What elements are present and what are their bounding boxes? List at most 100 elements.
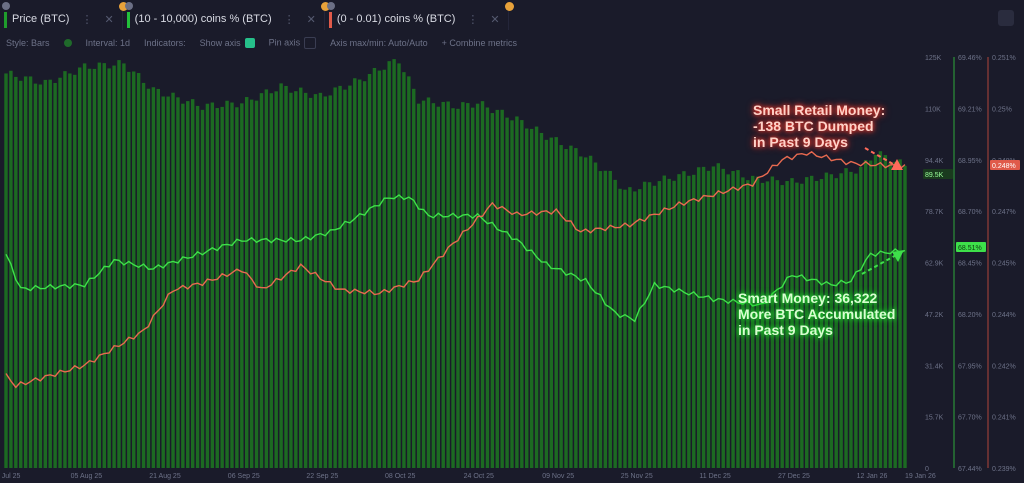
pin-axis-toggle[interactable]: Pin axis	[269, 37, 317, 49]
tab-large-holders[interactable]: (10 - 10,000) coins % (BTC) ⋮ ✕	[123, 2, 330, 30]
price-current-badge-text: 89.5K	[925, 172, 944, 179]
annotation-line: Smart Money: 36,322	[738, 290, 878, 306]
large-holders-current-badge	[956, 242, 986, 252]
y-tick-label: 0.239%	[992, 466, 1016, 473]
y-tick-label: 68.95%	[958, 158, 982, 165]
price-bar	[549, 137, 554, 468]
price-bar	[539, 132, 544, 468]
price-bar	[117, 60, 121, 469]
more-icon[interactable]: ⋮	[467, 13, 479, 26]
price-bar	[696, 167, 701, 468]
combine-metrics-button[interactable]: + Combine metrics	[441, 38, 517, 48]
style-dropdown[interactable]: Style: Bars	[6, 38, 50, 48]
price-bar	[33, 83, 38, 468]
price-bar	[308, 97, 313, 468]
price-bar	[112, 65, 116, 468]
price-bar	[387, 61, 391, 468]
retail-annotation: Small Retail Money: -138 BTC Dumped in Pas…	[753, 102, 885, 150]
price-bar	[805, 177, 809, 468]
interval-dropdown[interactable]: Interval: 1d	[85, 38, 131, 48]
lock-icon	[326, 2, 335, 10]
price-bar	[608, 170, 612, 468]
price-bar	[534, 126, 539, 469]
price-bar	[225, 100, 229, 468]
close-icon[interactable]: ✕	[306, 13, 316, 26]
annotation-line: -138 BTC Dumped	[753, 118, 874, 134]
bitcoin-icon	[118, 2, 128, 11]
show-axis-toggle[interactable]: Show axis	[200, 38, 255, 49]
series-color-swatch	[328, 12, 332, 28]
price-bar	[731, 171, 735, 468]
price-bar	[161, 96, 165, 469]
price-bar	[770, 176, 775, 468]
price-bar	[19, 80, 23, 468]
price-bar	[68, 73, 72, 468]
tab-price[interactable]: Price (BTC) ⋮ ✕	[0, 2, 128, 30]
price-bar	[706, 170, 711, 469]
price-bar	[82, 63, 87, 468]
price-bar	[348, 85, 352, 468]
y-tick-label: 125K	[925, 55, 942, 62]
y-tick-label: 67.70%	[958, 415, 982, 422]
settings-button[interactable]	[998, 10, 1014, 26]
close-icon[interactable]: ✕	[490, 13, 500, 26]
price-bar	[701, 166, 706, 468]
price-bar	[136, 73, 141, 468]
y-tick-label: 67.44%	[958, 466, 982, 473]
price-bar	[505, 117, 509, 469]
axis-maxmin-dropdown[interactable]: Axis max/min: Auto/Auto	[330, 38, 428, 48]
price-bar	[289, 92, 293, 469]
price-bar	[775, 180, 779, 468]
retail-arrow-head	[891, 159, 903, 170]
metric-tabs: Price (BTC) ⋮ ✕ (10 - 10,000) coins % (BTC…	[0, 2, 514, 30]
price-bar	[397, 63, 401, 468]
price-bar	[264, 89, 269, 468]
price-bar	[760, 182, 765, 469]
price-bar	[495, 109, 499, 468]
price-bar	[357, 79, 362, 468]
price-bar	[598, 171, 603, 468]
price-bar	[362, 81, 367, 469]
annotation-line: Small Retail Money:	[753, 102, 886, 118]
x-tick-label: 06 Sep 25	[228, 473, 260, 480]
price-bar	[269, 93, 273, 469]
y-tick-label: 0.244%	[992, 312, 1016, 319]
checkbox-checked[interactable]	[244, 38, 255, 49]
checkbox-unchecked[interactable]	[304, 37, 317, 49]
price-bar	[878, 151, 883, 468]
price-bar	[176, 97, 180, 469]
close-icon[interactable]: ✕	[104, 13, 114, 26]
y-tick-label: 94.4K	[925, 158, 944, 165]
price-bar	[795, 182, 799, 469]
indicators-dropdown[interactable]: Indicators:	[144, 38, 186, 48]
large-holders-line	[5, 194, 906, 323]
price-bar	[814, 180, 819, 468]
price-bar	[583, 157, 588, 468]
price-bar	[809, 175, 814, 468]
price-bar	[564, 149, 568, 468]
price-bar	[873, 154, 878, 468]
price-bar	[647, 182, 652, 468]
price-bar	[279, 83, 283, 468]
price-bar	[303, 92, 308, 468]
more-icon[interactable]: ⋮	[283, 13, 295, 26]
price-bar	[475, 103, 480, 469]
y-tick-label: 0.245%	[992, 261, 1016, 268]
color-picker[interactable]	[63, 39, 72, 47]
x-tick-label: 12 Jan 26	[857, 473, 888, 480]
price-bar	[205, 103, 210, 468]
more-icon[interactable]: ⋮	[81, 13, 93, 26]
x-tick-label: 09 Nov 25	[542, 473, 574, 480]
price-bar	[480, 101, 485, 469]
price-bar	[515, 116, 519, 469]
price-bar	[166, 96, 170, 468]
price-bar	[4, 73, 8, 468]
price-bar	[392, 59, 396, 468]
price-bar	[127, 71, 131, 468]
price-bar	[146, 88, 151, 468]
price-bar	[53, 82, 57, 468]
price-bar	[215, 108, 219, 468]
y-tick-label: 0.242%	[992, 363, 1016, 370]
tab-small-holders[interactable]: (0 - 0.01) coins % (BTC) ⋮ ✕	[325, 2, 514, 30]
price-bar	[107, 68, 111, 468]
